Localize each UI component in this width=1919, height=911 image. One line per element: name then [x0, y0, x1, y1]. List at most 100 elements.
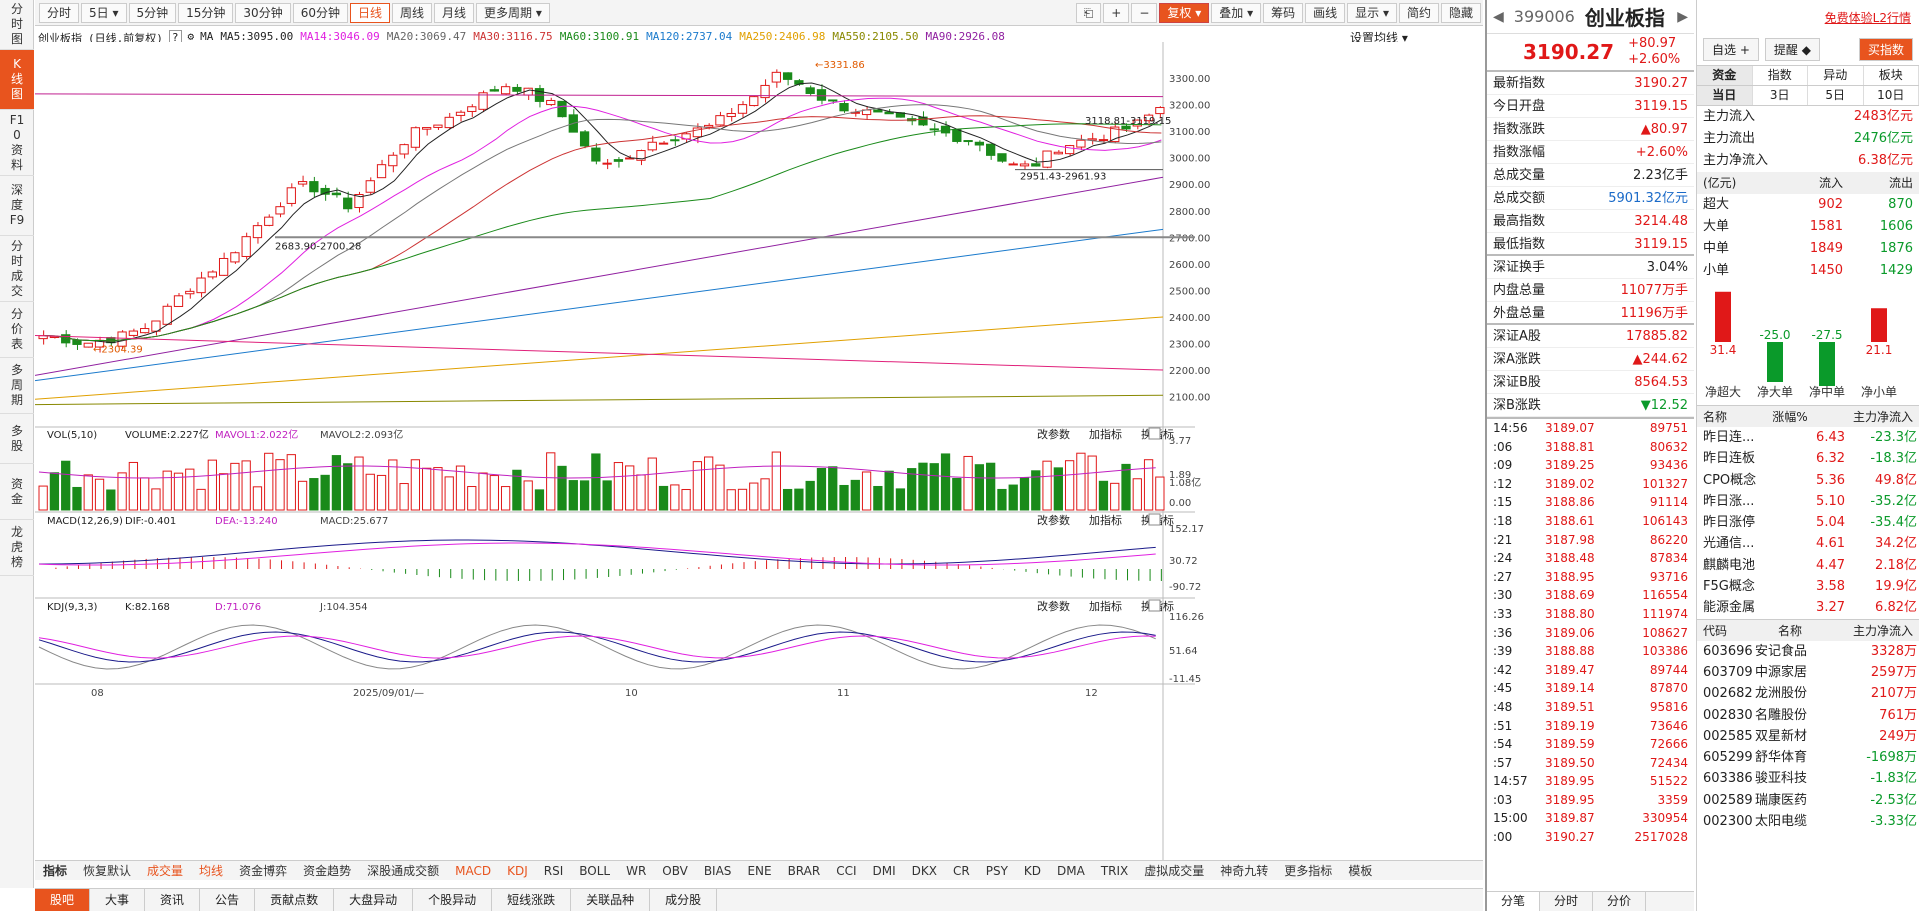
- bottom-tab-6[interactable]: 个股异动: [413, 889, 493, 911]
- period-button-9[interactable]: 更多周期 ▾: [476, 2, 550, 23]
- stock-row[interactable]: 002682 龙洲股份 2107万: [1697, 683, 1919, 704]
- stock-row[interactable]: 002300 太阳电缆 -3.33亿: [1697, 811, 1919, 832]
- indicator-6[interactable]: 深股通成交额: [367, 864, 440, 878]
- indicator-20[interactable]: PSY: [985, 863, 1008, 878]
- stock-row[interactable]: 002585 双星新材 249万: [1697, 726, 1919, 747]
- sidebar-item-7[interactable]: 多股: [0, 414, 34, 464]
- period-button-1[interactable]: 5日 ▾: [81, 2, 127, 23]
- bottom-tab-8[interactable]: 关联品种: [571, 889, 651, 911]
- ftab2-1[interactable]: 3日: [1753, 86, 1808, 105]
- period-button-6[interactable]: 日线: [349, 2, 390, 23]
- tool-button-6[interactable]: 隐藏: [1440, 2, 1481, 23]
- bottom-tab-3[interactable]: 公告: [200, 889, 256, 911]
- stock-row[interactable]: 605299 舒华体育 -1698万: [1697, 747, 1919, 768]
- indicator-9[interactable]: RSI: [543, 863, 564, 878]
- indicator-25[interactable]: 神奇九转: [1220, 864, 1269, 878]
- ma-settings-button[interactable]: 设置均线 ▾: [1350, 31, 1408, 45]
- indicator-7[interactable]: MACD: [455, 863, 492, 878]
- period-button-5[interactable]: 60分钟: [292, 2, 348, 23]
- ftab2-2[interactable]: 5日: [1808, 86, 1864, 105]
- indicator-19[interactable]: CR: [953, 863, 970, 878]
- indicator-1[interactable]: 恢复默认: [83, 864, 132, 878]
- indicator-24[interactable]: 虚拟成交量: [1144, 864, 1205, 878]
- indicator-13[interactable]: BIAS: [703, 863, 732, 878]
- indicator-4[interactable]: 资金博弈: [239, 864, 288, 878]
- sector-row[interactable]: 昨日涨... 5.10 -35.2亿: [1697, 491, 1919, 512]
- quote-tab-1[interactable]: 分时: [1540, 892, 1594, 911]
- indicator-15[interactable]: BRAR: [787, 863, 821, 878]
- stock-row[interactable]: 603696 安记食品 3328万: [1697, 641, 1919, 662]
- fund-button-2[interactable]: 买指数: [1858, 38, 1913, 61]
- indicator-27[interactable]: 模板: [1348, 864, 1373, 878]
- ftab2-0[interactable]: 当日: [1697, 86, 1753, 105]
- ftab1-3[interactable]: 板块: [1864, 66, 1919, 85]
- period-button-8[interactable]: 月线: [434, 2, 475, 23]
- tool-button-5[interactable]: 简约: [1398, 2, 1439, 23]
- indicator-14[interactable]: ENE: [747, 863, 772, 878]
- indicator-5[interactable]: 资金趋势: [303, 864, 352, 878]
- indicator-18[interactable]: DKX: [911, 863, 937, 878]
- quote-tab-0[interactable]: 分笔: [1487, 892, 1541, 911]
- period-button-3[interactable]: 15分钟: [178, 2, 234, 23]
- sidebar-item-8[interactable]: 资金: [0, 464, 34, 520]
- sector-row[interactable]: 昨日连板 6.32 -18.3亿: [1697, 448, 1919, 469]
- indicator-16[interactable]: CCI: [836, 863, 857, 878]
- indicator-12[interactable]: OBV: [662, 863, 688, 878]
- indicator-22[interactable]: DMA: [1057, 863, 1085, 878]
- ftab1-0[interactable]: 资金: [1697, 66, 1753, 85]
- indicator-11[interactable]: WR: [626, 863, 647, 878]
- ftab2-3[interactable]: 10日: [1864, 86, 1919, 105]
- bottom-tab-5[interactable]: 大盘异动: [334, 889, 414, 911]
- stock-row[interactable]: 002830 名雕股份 761万: [1697, 705, 1919, 726]
- fund-button-0[interactable]: 自选 +: [1703, 38, 1759, 61]
- sector-row[interactable]: 昨日连... 6.43 -23.3亿: [1697, 427, 1919, 448]
- stock-row[interactable]: 603709 中源家居 2597万: [1697, 662, 1919, 683]
- indicator-21[interactable]: KD: [1023, 863, 1042, 878]
- sector-row[interactable]: 麒麟电池 4.47 2.18亿: [1697, 555, 1919, 576]
- free-l2-link[interactable]: 免费体验L2行情: [1824, 10, 1911, 25]
- sidebar-item-4[interactable]: 分时成交: [0, 236, 34, 302]
- sidebar-item-3[interactable]: 深度F9: [0, 176, 34, 236]
- sector-row[interactable]: 能源金属 3.27 6.82亿: [1697, 597, 1919, 618]
- sidebar-item-1[interactable]: K线图: [0, 50, 34, 110]
- indicator-26[interactable]: 更多指标: [1284, 864, 1333, 878]
- stock-row[interactable]: 603386 骏亚科技 -1.83亿: [1697, 768, 1919, 789]
- sidebar-item-2[interactable]: F10资料: [0, 110, 34, 176]
- sidebar-item-5[interactable]: 分价表: [0, 302, 34, 358]
- stock-row[interactable]: 002589 瑞康医药 -2.53亿: [1697, 790, 1919, 811]
- kline-chart[interactable]: 3300.00 3200.00 3100.00 3000.00 2900.00 2800.…: [35, 42, 1483, 860]
- sector-row[interactable]: 昨日涨停 5.04 -35.4亿: [1697, 512, 1919, 533]
- bottom-tab-9[interactable]: 成分股: [650, 889, 718, 911]
- indicator-10[interactable]: BOLL: [579, 863, 611, 878]
- tool-button-3[interactable]: 画线: [1305, 2, 1346, 23]
- zoom-out-icon[interactable]: −: [1131, 2, 1158, 23]
- indicator-0[interactable]: 指标: [43, 864, 68, 878]
- bottom-tab-4[interactable]: 贡献点数: [255, 889, 335, 911]
- sector-row[interactable]: CPO概念 5.36 49.8亿: [1697, 470, 1919, 491]
- indicator-23[interactable]: TRIX: [1100, 863, 1129, 878]
- fund-button-1[interactable]: 提醒 ◆: [1764, 38, 1820, 61]
- period-button-2[interactable]: 5分钟: [128, 2, 177, 23]
- indicator-2[interactable]: 成交量: [147, 864, 184, 878]
- period-button-0[interactable]: 分时: [39, 2, 80, 23]
- tool-button-2[interactable]: 筹码: [1263, 2, 1304, 23]
- sidebar-item-6[interactable]: 多周期: [0, 358, 34, 414]
- sidebar-item-0[interactable]: 分时图: [0, 0, 34, 50]
- sidebar-item-9[interactable]: 龙虎榜: [0, 520, 34, 576]
- bottom-tab-2[interactable]: 资讯: [145, 889, 201, 911]
- tool-button-1[interactable]: 叠加 ▾: [1211, 2, 1262, 23]
- tool-button-4[interactable]: 显示 ▾: [1347, 2, 1397, 23]
- return-icon[interactable]: ⎗: [1075, 2, 1102, 23]
- next-icon[interactable]: ▶: [1677, 8, 1688, 25]
- period-button-4[interactable]: 30分钟: [235, 2, 291, 23]
- sector-row[interactable]: F5G概念 3.58 19.9亿: [1697, 576, 1919, 597]
- sector-row[interactable]: 光通信... 4.61 34.2亿: [1697, 533, 1919, 554]
- zoom-in-icon[interactable]: +: [1103, 2, 1130, 23]
- indicator-3[interactable]: 均线: [199, 864, 224, 878]
- prev-icon[interactable]: ◀: [1493, 8, 1504, 25]
- bottom-tab-7[interactable]: 短线涨跌: [492, 889, 572, 911]
- ftab1-2[interactable]: 异动: [1808, 66, 1864, 85]
- period-button-7[interactable]: 周线: [392, 2, 433, 23]
- bottom-tab-1[interactable]: 大事: [90, 889, 146, 911]
- ftab1-1[interactable]: 指数: [1753, 66, 1808, 85]
